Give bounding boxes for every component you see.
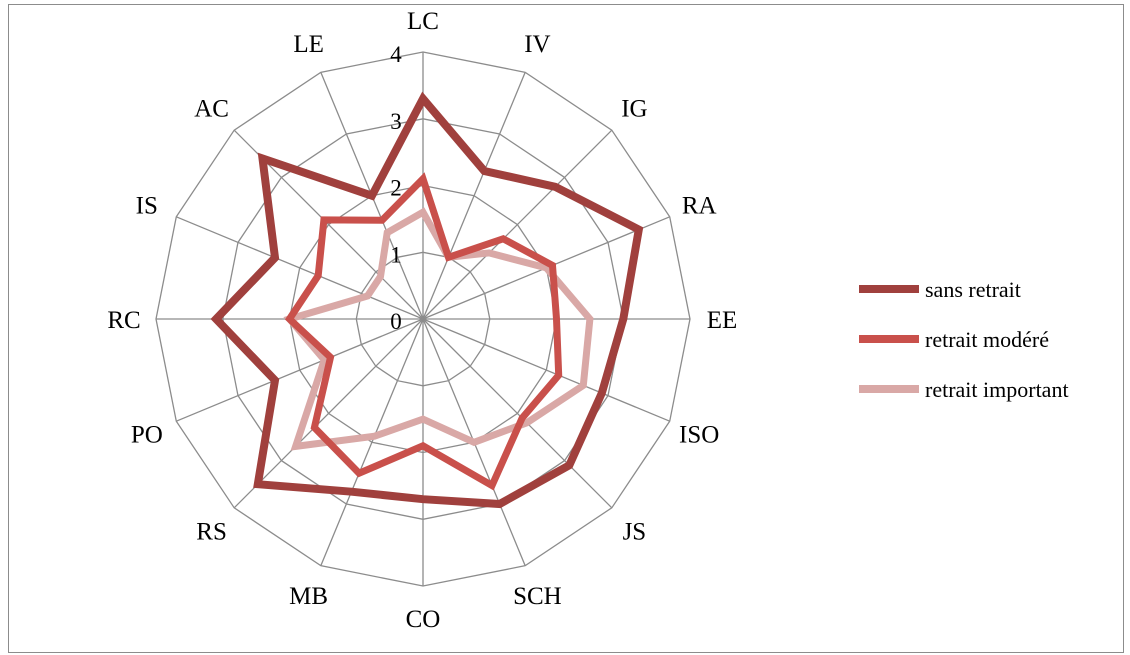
category-label-sch: SCH xyxy=(513,583,562,610)
category-label-le: LE xyxy=(293,31,324,58)
category-label-iso: ISO xyxy=(679,421,719,448)
legend-label: retrait modéré xyxy=(925,327,1049,352)
tick-label-3: 3 xyxy=(390,109,402,134)
radar-spokes xyxy=(156,52,690,586)
radial-tick-labels: 0 1 2 3 4 xyxy=(390,42,402,334)
category-label-ac: AC xyxy=(194,96,229,123)
category-label-po: PO xyxy=(131,421,163,448)
chart-area: 0 1 2 3 4 LC IV IG RA EE ISO JS SCH CO MB RS PO RC IS AC LE… xyxy=(8,4,1124,653)
radar-chart: 0 1 2 3 4 LC IV IG RA EE ISO JS SCH CO MB RS PO RC IS AC LE… xyxy=(9,5,1125,654)
category-label-mb: MB xyxy=(289,583,328,610)
legend-item-retrait-important: retrait important xyxy=(859,377,1069,402)
legend-item-retrait-modéré: retrait modéré xyxy=(859,327,1049,352)
legend-label: retrait important xyxy=(925,377,1069,402)
category-label-lc: LC xyxy=(407,8,439,35)
tick-label-4: 4 xyxy=(390,42,402,67)
legend: sans retrait retrait modéré retrait import… xyxy=(859,277,1069,402)
category-label-iv: IV xyxy=(524,31,550,58)
category-label-ee: EE xyxy=(707,307,738,334)
spoke-iv xyxy=(423,72,525,319)
series-lines xyxy=(216,99,639,504)
category-label-ra: RA xyxy=(682,193,717,220)
category-label-co: CO xyxy=(406,606,441,633)
category-label-rc: RC xyxy=(107,307,140,334)
category-label-rs: RS xyxy=(196,518,227,545)
spoke-ig xyxy=(423,130,612,319)
category-label-is: IS xyxy=(136,193,158,220)
series-retrait-important xyxy=(290,212,590,446)
category-label-ig: IG xyxy=(621,96,647,123)
spoke-js xyxy=(423,319,612,508)
legend-item-sans-retrait: sans retrait xyxy=(859,277,1021,302)
series-retrait-modéré xyxy=(290,179,559,486)
tick-label-1: 1 xyxy=(390,242,402,267)
tick-label-2: 2 xyxy=(390,176,402,201)
category-label-js: JS xyxy=(623,518,647,545)
tick-label-0: 0 xyxy=(390,309,402,334)
legend-label: sans retrait xyxy=(925,277,1021,302)
